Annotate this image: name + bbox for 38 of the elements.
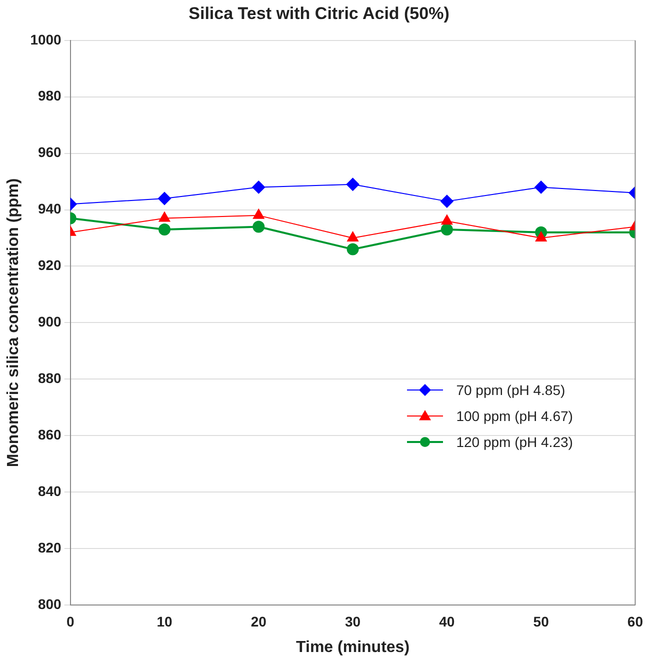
y-tick-label: 900: [38, 314, 62, 330]
point: [252, 208, 264, 219]
point: [440, 194, 454, 208]
x-axis-title: Time (minutes): [296, 638, 410, 656]
point: [441, 214, 453, 225]
point: [347, 232, 358, 242]
x-tick-label: 60: [627, 613, 644, 630]
point: [158, 212, 170, 222]
x-tick-label: 30: [344, 613, 361, 630]
legend-label: 70 ppm (pH 4.85): [456, 382, 566, 398]
point: [158, 224, 170, 236]
x-tick-label: 20: [250, 613, 267, 630]
point: [158, 192, 171, 205]
x-tick-label: 0: [66, 613, 74, 630]
y-tick-label: 960: [38, 144, 62, 160]
x-tick-label: 40: [439, 613, 455, 630]
point: [252, 220, 265, 233]
point: [440, 224, 453, 236]
chart-title: Silica Test with Citric Acid (50%): [188, 4, 450, 23]
y-tick-label: 920: [38, 257, 62, 274]
y-axis-title: Monomeric silica concentration (ppm): [5, 178, 22, 468]
y-tick-label: 840: [38, 482, 62, 499]
y-tick-label: 880: [38, 370, 62, 386]
point: [346, 243, 359, 256]
point: [252, 180, 266, 194]
legend-label: 120 ppm (pH 4.23): [456, 434, 573, 450]
point: [346, 178, 360, 191]
y-tick-label: 1000: [30, 31, 62, 48]
point: [534, 180, 548, 194]
x-tick-label: 50: [533, 613, 550, 630]
y-tick-label: 980: [38, 88, 62, 104]
x-tick-label: 10: [156, 613, 172, 630]
y-tick-label: 940: [38, 200, 62, 217]
legend-label: 100 ppm (pH 4.67): [456, 408, 573, 424]
y-tick-label: 820: [38, 539, 62, 556]
y-tick-label: 860: [38, 426, 62, 442]
point: [535, 232, 547, 242]
y-tick-label: 800: [38, 596, 62, 612]
